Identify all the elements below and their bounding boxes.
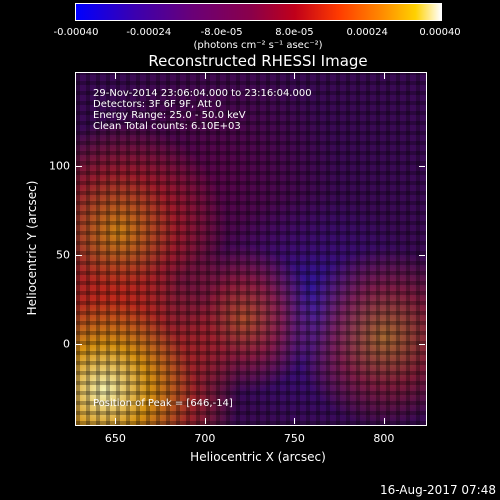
x-tick-mark — [294, 418, 296, 424]
x-tick-label: 750 — [283, 432, 305, 445]
colorbar-tick-label: -0.00024 — [126, 27, 172, 38]
x-tick-label: 650 — [104, 432, 126, 445]
energy-range-label: Energy Range: 25.0 - 50.0 keV — [93, 110, 246, 121]
detectors-label: Detectors: 3F 6F 9F, Att 0 — [93, 99, 222, 110]
colorbar-tick-label: -8.0e-05 — [200, 27, 243, 38]
colorbar — [75, 3, 442, 21]
time-range-label: 29-Nov-2014 23:06:04.000 to 23:16:04.000 — [93, 88, 312, 99]
x-tick-mark — [383, 73, 385, 79]
x-tick-mark — [294, 73, 296, 79]
peak-position-label: Position of Peak = [646,-14] — [93, 398, 233, 409]
colorbar-tick-label: 8.0e-05 — [275, 27, 314, 38]
y-tick-mark — [76, 255, 82, 257]
colorbar-units: (photons cm⁻² s⁻¹ asec⁻²) — [193, 40, 323, 51]
colorbar-tick-label: -0.00040 — [53, 27, 99, 38]
y-tick-mark — [76, 344, 82, 346]
clean-counts-label: Clean Total counts: 6.10E+03 — [93, 121, 241, 132]
y-tick-mark — [419, 344, 425, 346]
timestamp-footer: 16-Aug-2017 07:48 — [379, 483, 496, 497]
heatmap-image — [75, 72, 427, 426]
colorbar-tick-label: 0.00024 — [346, 27, 388, 38]
x-tick-mark — [115, 418, 117, 424]
x-axis-label: Heliocentric X (arcsec) — [190, 450, 326, 464]
y-tick-mark — [76, 165, 82, 167]
colorbar-tick-label: 0.00040 — [419, 27, 461, 38]
chart-title: Reconstructed RHESSI Image — [148, 52, 368, 70]
x-tick-mark — [115, 73, 117, 79]
x-tick-mark — [204, 418, 206, 424]
x-tick-mark — [204, 73, 206, 79]
y-tick-label: 50 — [56, 248, 70, 262]
x-tick-mark — [383, 418, 385, 424]
x-tick-label: 800 — [373, 432, 395, 445]
y-tick-mark — [419, 255, 425, 257]
y-tick-label: 100 — [49, 159, 70, 173]
y-tick-label: 0 — [63, 337, 70, 351]
y-axis-label: Heliocentric Y (arcsec) — [25, 180, 39, 316]
y-tick-mark — [419, 165, 425, 167]
x-tick-label: 700 — [194, 432, 216, 445]
